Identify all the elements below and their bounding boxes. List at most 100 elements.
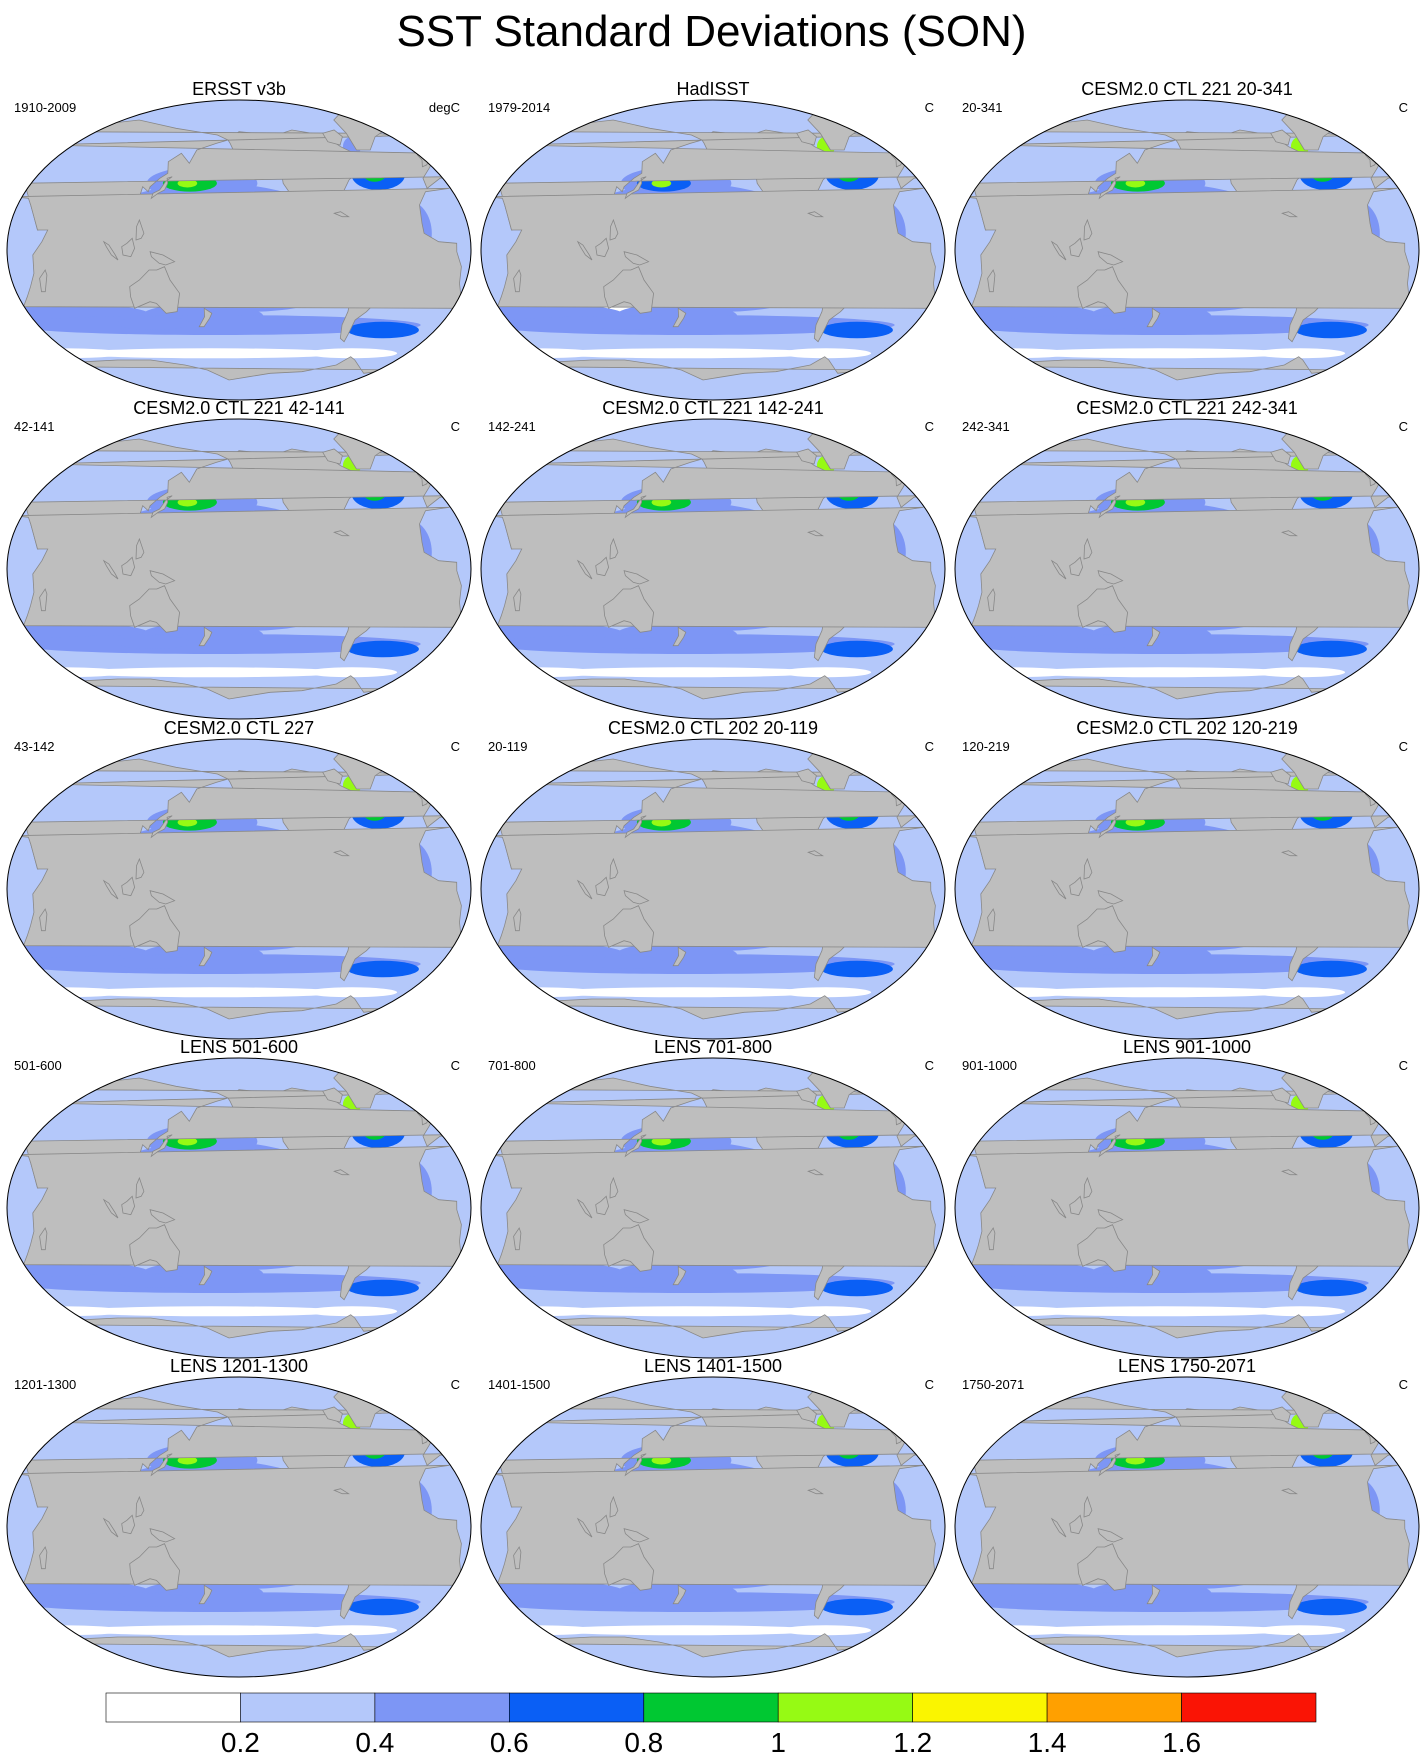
panel-units: degC <box>428 100 460 115</box>
land-philippines <box>135 218 145 241</box>
sst-anomaly-contour <box>956 1273 1369 1293</box>
map-border <box>480 418 946 720</box>
world-map <box>480 99 946 401</box>
low-variance-area <box>306 987 398 998</box>
land-madagascar <box>39 908 48 932</box>
land-baffin <box>322 1087 343 1104</box>
sst-anomaly-contour <box>346 640 419 658</box>
panel-years: 20-119 <box>488 739 528 754</box>
land-cuba <box>1281 211 1298 218</box>
land-australia <box>603 266 655 314</box>
colorbar-label: 1 <box>770 1727 786 1758</box>
land-australia <box>1077 1543 1129 1591</box>
sst-anomaly-contour <box>1294 1598 1367 1616</box>
colorbar-label: 1.6 <box>1162 1727 1201 1758</box>
land-baffin <box>322 448 343 465</box>
sst-anomaly-contour <box>1125 179 1146 188</box>
map-panel: CESM2.0 CTL 221 242-341 242-341 C <box>952 397 1422 725</box>
low-variance-area <box>780 667 872 678</box>
land-borneo <box>121 237 136 258</box>
panel-units: C <box>924 419 934 434</box>
land-madagascar <box>987 1546 996 1570</box>
panel-title: CESM2.0 CTL 202 20-119 <box>607 718 819 738</box>
land-madagascar <box>39 1227 48 1251</box>
world-map <box>6 738 472 1040</box>
low-variance-area <box>1023 1306 1295 1317</box>
low-variance-area <box>780 348 872 359</box>
sst-anomaly-contour <box>1125 1456 1146 1465</box>
land-new-zealand <box>1146 1584 1161 1605</box>
panel-title: LENS 701-800 <box>653 1037 773 1057</box>
land-new-guinea <box>149 1528 176 1543</box>
sst-anomaly-contour <box>1294 321 1367 339</box>
map-panel: CESM2.0 CTL 202 20-119 20-119 C <box>478 717 948 1045</box>
map-panel: CESM2.0 CTL 227 43-142 C <box>4 717 474 1045</box>
sst-anomaly-contour <box>651 179 672 188</box>
map-border <box>6 1376 472 1678</box>
panel-title: CESM2.0 CTL 202 120-219 <box>1076 718 1298 738</box>
land-cuba <box>333 850 350 857</box>
land-japan <box>150 495 173 519</box>
land-africa <box>487 187 936 309</box>
panel-years: 501-600 <box>14 1058 62 1073</box>
land-japan <box>150 815 173 839</box>
land-borneo <box>121 1195 136 1216</box>
sst-anomaly-contour <box>1065 955 1139 969</box>
land-cuba <box>333 1488 350 1495</box>
land-baffin <box>1270 1406 1291 1423</box>
panel-title: LENS 1201-1300 <box>169 1356 309 1376</box>
land-borneo <box>1069 1514 1084 1535</box>
land-new-guinea <box>149 1209 176 1224</box>
map-panel: HadISST 1979-2014 C <box>478 78 948 406</box>
land-sumatra <box>1050 240 1067 261</box>
map-panel: LENS 1750-2071 1750-2071 C <box>952 1355 1422 1683</box>
land-new-zealand <box>672 307 687 328</box>
sst-anomaly-contour <box>117 955 191 969</box>
low-variance-area <box>549 667 821 678</box>
sst-anomaly-contour <box>346 321 419 339</box>
land-borneo <box>595 1514 610 1535</box>
low-variance-area <box>1023 667 1295 678</box>
sst-anomaly-contour <box>651 498 672 507</box>
land-philippines <box>1083 1176 1093 1199</box>
sst-anomaly-contour <box>820 1279 893 1297</box>
panel-title: CESM2.0 CTL 227 <box>163 718 315 738</box>
land-australia <box>603 1543 655 1591</box>
panel-units: C <box>1398 739 1408 754</box>
land-baffin <box>796 1087 817 1104</box>
sst-anomaly-contour <box>1125 498 1146 507</box>
panel-years: 701-800 <box>488 1058 536 1073</box>
panel-years: 1910-2009 <box>14 100 77 115</box>
panel-units: C <box>450 1377 460 1392</box>
map-border <box>954 1376 1420 1678</box>
map-border <box>954 99 1420 401</box>
panel-title: CESM2.0 CTL 221 242-341 <box>1076 398 1298 418</box>
world-map <box>480 1376 946 1678</box>
sst-anomaly-contour <box>820 960 893 978</box>
land-new-zealand <box>1146 307 1161 328</box>
land-borneo <box>1069 556 1084 577</box>
map-panel: LENS 901-1000 901-1000 C <box>952 1036 1422 1364</box>
low-variance-area <box>1254 1306 1346 1317</box>
land-madagascar <box>39 269 48 293</box>
world-map <box>954 418 1420 720</box>
land-madagascar <box>513 1546 522 1570</box>
land-africa <box>487 506 936 628</box>
land-madagascar <box>39 588 48 612</box>
colorbar-bin <box>1046 1692 1182 1723</box>
low-variance-area <box>1023 987 1295 998</box>
sst-anomaly-contour <box>117 635 191 649</box>
sst-anomaly-contour <box>591 635 665 649</box>
map-panel: CESM2.0 CTL 221 20-341 20-341 C <box>952 78 1422 406</box>
land-australia <box>129 1224 181 1272</box>
land-madagascar <box>513 1227 522 1251</box>
land-philippines <box>609 1176 619 1199</box>
low-variance-area <box>549 348 821 359</box>
land-cuba <box>1281 530 1298 537</box>
low-variance-area <box>1254 1625 1346 1636</box>
map-panel: CESM2.0 CTL 221 42-141 42-141 C <box>4 397 474 725</box>
panel-years: 1201-1300 <box>14 1377 77 1392</box>
land-cuba <box>333 530 350 537</box>
sst-anomaly-contour <box>177 818 198 827</box>
land-sumatra <box>576 1517 593 1538</box>
